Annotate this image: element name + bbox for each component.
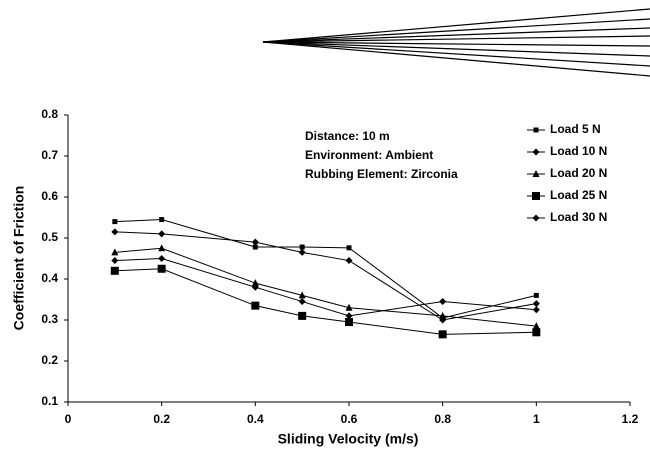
marker — [298, 291, 306, 299]
fan-decoration — [262, 8, 650, 77]
series-line — [114, 231, 537, 321]
marker — [158, 230, 166, 238]
marker — [532, 306, 540, 314]
y-tick-label: 0.2 — [41, 353, 58, 367]
marker — [112, 219, 118, 225]
marker — [298, 298, 306, 306]
x-tick-label: 0.6 — [341, 412, 358, 426]
y-tick-label: 0.6 — [41, 189, 58, 203]
marker — [158, 255, 166, 262]
y-tick-label: 0.8 — [41, 107, 58, 121]
x-tick-label: 0.4 — [247, 412, 264, 426]
annotation: Environment: Ambient — [305, 148, 433, 162]
y-tick-label: 0.3 — [41, 312, 58, 326]
x-tick-label: 0.8 — [434, 412, 451, 426]
x-tick-label: 1 — [533, 412, 540, 426]
legend-label: Load 5 N — [550, 122, 601, 136]
marker — [111, 248, 119, 256]
annotation: Rubbing Element: Zirconia — [305, 167, 458, 181]
marker — [345, 257, 353, 265]
marker — [251, 301, 260, 310]
y-tick-label: 0.7 — [41, 148, 58, 162]
marker — [438, 330, 447, 339]
marker — [111, 257, 119, 265]
annotation: Distance: 10 m — [305, 129, 390, 143]
marker — [533, 292, 539, 298]
legend-label: Load 30 N — [550, 210, 607, 224]
series-line — [114, 219, 537, 319]
marker — [345, 303, 353, 311]
legend-marker — [532, 148, 540, 156]
marker — [251, 279, 259, 287]
marker — [532, 322, 540, 330]
x-tick-label: 1.2 — [622, 412, 639, 426]
marker — [532, 300, 540, 308]
marker — [110, 266, 119, 275]
legend-marker — [532, 192, 540, 200]
x-tick-label: 0 — [65, 412, 72, 426]
legend-label: Load 25 N — [550, 188, 607, 202]
legend-marker — [532, 170, 540, 177]
marker — [159, 217, 165, 223]
marker — [345, 312, 353, 320]
marker — [157, 264, 166, 273]
marker — [298, 248, 306, 256]
legend-label: Load 10 N — [550, 144, 607, 158]
marker — [439, 298, 447, 306]
x-axis-label: Sliding Velocity (m/s) — [278, 431, 419, 447]
legend-marker — [532, 214, 540, 222]
y-tick-label: 0.1 — [41, 394, 58, 408]
marker — [532, 328, 541, 337]
marker — [252, 244, 258, 250]
marker — [298, 311, 307, 320]
legend-label: Load 20 N — [550, 166, 607, 180]
marker — [111, 228, 119, 236]
marker — [251, 238, 259, 246]
legend-marker — [533, 127, 539, 133]
series-line — [114, 257, 537, 317]
y-tick-label: 0.5 — [41, 230, 58, 244]
marker — [346, 245, 352, 251]
marker — [299, 244, 305, 250]
marker — [158, 244, 166, 252]
y-axis-label: Coefficient of Friction — [11, 186, 27, 331]
x-tick-label: 0.2 — [153, 412, 170, 426]
marker — [251, 283, 259, 291]
marker — [345, 318, 353, 327]
y-tick-label: 0.4 — [41, 271, 58, 285]
marker — [439, 311, 447, 319]
